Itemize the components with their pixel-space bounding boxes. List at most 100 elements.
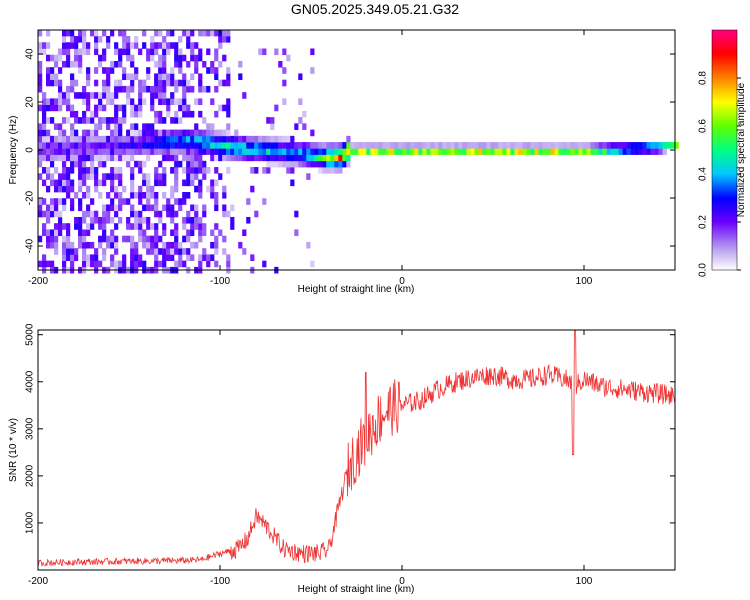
spectrogram-cell	[270, 154, 275, 162]
spectrogram-cell	[502, 148, 507, 155]
spectrogram-cell	[594, 142, 599, 149]
spectrogram-cell	[190, 48, 195, 56]
spectrogram-cell	[406, 148, 411, 155]
spectrogram-cell	[170, 210, 175, 218]
spectrogram-cell	[238, 154, 243, 162]
spectrogram-cell	[162, 179, 167, 187]
spectrogram-cell	[614, 148, 619, 155]
spectrogram-cell	[66, 142, 71, 149]
spectrogram-cell	[154, 85, 159, 93]
spectrogram-cell	[102, 179, 107, 187]
spectrogram-cell	[314, 142, 319, 149]
spectrogram-cell	[58, 148, 63, 155]
spectrogram-cell	[38, 135, 43, 143]
spectrogram-cell	[122, 135, 127, 143]
spectrogram-cell	[494, 142, 499, 149]
spectrogram-cell	[42, 179, 47, 187]
spectrogram-cell	[94, 254, 99, 261]
spectrogram-cell	[186, 60, 191, 68]
spectrogram-cell	[46, 204, 51, 212]
spectrogram-cell	[434, 148, 439, 155]
spectrogram-cell	[70, 254, 75, 261]
spectrogram-cell	[294, 210, 299, 218]
spectrogram-cell	[142, 142, 147, 149]
spectrogram-cell	[78, 241, 83, 249]
spectrogram-cell	[290, 160, 295, 168]
spectrogram-cell	[106, 79, 111, 87]
spectrogram-cell	[318, 154, 323, 162]
spectrogram-cell	[174, 129, 179, 137]
colorbar-label: Normalized spectral amplitude	[736, 82, 747, 217]
spectrogram-cell	[98, 241, 103, 249]
spectrogram-cell	[274, 148, 279, 155]
spectrogram-cell	[94, 154, 99, 162]
spectrogram-cell	[514, 142, 519, 149]
spectrogram-cell	[282, 142, 287, 149]
spectrogram-cell	[314, 160, 319, 168]
spectrogram-cell	[270, 123, 275, 130]
snr-series-line	[38, 330, 675, 567]
spectrogram-cell	[574, 142, 579, 149]
spectrogram-cell	[218, 135, 223, 143]
spectrogram-cell	[102, 117, 107, 124]
spectrogram-cell	[178, 67, 183, 74]
spectrogram-cell	[350, 148, 355, 155]
snr-x-tick-label: -200	[28, 576, 48, 587]
spectrogram-cell	[210, 185, 215, 193]
spectrogram-cell	[674, 142, 679, 149]
colorbar-tick-label: 0.2	[698, 215, 709, 229]
spectrogram-cell	[226, 67, 231, 74]
spectrogram-cell	[106, 154, 111, 162]
spectrogram-cell	[462, 142, 467, 149]
spectrogram-cell	[146, 179, 151, 187]
spectrogram-cell	[86, 129, 91, 137]
spectrogram-cell	[106, 42, 111, 49]
spectrogram-cell	[394, 148, 399, 155]
spectrogram-cell	[666, 142, 671, 149]
spectrogram-cell	[426, 142, 431, 149]
spectrogram-cell	[126, 216, 131, 224]
spectrogram-cell	[98, 154, 103, 162]
spectrogram-cell	[122, 67, 127, 74]
spectrogram-cell	[142, 216, 147, 224]
spectrogram-cell	[170, 135, 175, 143]
spectrogram-cell	[270, 135, 275, 143]
spectrogram-cell	[142, 260, 147, 268]
spectrogram-cell	[174, 160, 179, 168]
spectrogram-cell	[334, 160, 339, 168]
spectrogram-cell	[182, 110, 187, 118]
spectrogram-cell	[130, 73, 135, 81]
spectrogram-cell	[150, 148, 155, 155]
spectrogram-cell	[298, 73, 303, 81]
spectrogram-y-tick-label: 20	[25, 96, 36, 108]
spectrogram-cell	[186, 29, 191, 37]
spectrogram-cell	[110, 98, 115, 105]
spectrogram-cell	[114, 154, 119, 162]
spectrogram-cell	[114, 260, 119, 268]
spectrogram-cell	[54, 98, 59, 105]
spectrogram-cell	[578, 142, 583, 149]
spectrogram-cell	[174, 135, 179, 143]
spectrogram-cell	[94, 148, 99, 155]
spectrogram-cell	[306, 173, 311, 180]
spectrogram-cell	[222, 129, 227, 137]
spectrogram-cell	[138, 254, 143, 261]
spectrogram-cell	[218, 142, 223, 149]
spectrogram-cell	[270, 160, 275, 168]
spectrogram-cell	[38, 160, 43, 168]
spectrogram-cell	[170, 241, 175, 249]
spectrogram-cell	[286, 148, 291, 155]
spectrogram-cell	[158, 110, 163, 118]
spectrogram-cell	[90, 210, 95, 218]
spectrogram-cell	[66, 148, 71, 155]
spectrogram-cell	[134, 192, 139, 199]
spectrogram-cell	[174, 142, 179, 149]
spectrogram-cell	[638, 148, 643, 155]
spectrogram-cell	[118, 54, 123, 62]
spectrogram-cell	[150, 248, 155, 255]
spectrogram-cell	[230, 216, 235, 224]
spectrogram-cell	[42, 98, 47, 105]
spectrogram-cell	[38, 73, 43, 81]
spectrogram-cell	[638, 142, 643, 149]
